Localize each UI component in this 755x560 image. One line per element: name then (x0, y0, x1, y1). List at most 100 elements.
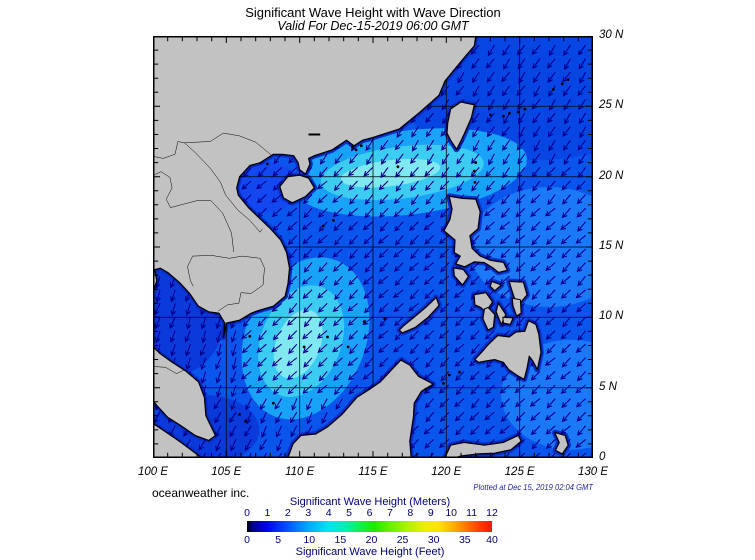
y-axis-label: 0 (599, 451, 606, 463)
land-borneo (287, 359, 434, 459)
land-mainland-asia (152, 35, 477, 441)
legend-meters-tick: 1 (264, 507, 271, 519)
islet (271, 401, 275, 405)
legend-meters-tick: 7 (386, 507, 393, 519)
y-axis-label: 30 N (599, 29, 624, 41)
islet (458, 370, 461, 374)
legend-feet-tick: 40 (486, 534, 498, 546)
legend-feet-ticks: 0 5 10 15 20 25 30 35 40 (244, 534, 498, 547)
legend-meters-tick: 4 (325, 507, 332, 519)
legend-meters-tick: 11 (466, 507, 478, 519)
land-hainan (279, 174, 315, 204)
islet (351, 145, 354, 149)
islet (560, 82, 564, 86)
valid-time-subtitle: Valid For Dec-15-2019 06:00 GMT (277, 19, 469, 33)
legend-meters-tick: 5 (346, 507, 353, 519)
x-axis-label: 100 E (137, 466, 169, 478)
islet (523, 107, 527, 111)
islet (248, 334, 252, 338)
land-leyte (511, 297, 522, 317)
islet (326, 335, 329, 339)
islet (359, 144, 363, 148)
legend-feet-tick: 30 (427, 534, 440, 546)
islet (474, 161, 478, 164)
y-axis-label: 15 N (599, 240, 624, 252)
islet (566, 78, 570, 81)
islet (362, 320, 366, 323)
legend-feet-tick: 15 (334, 534, 347, 546)
map-area (128, 10, 675, 466)
islet (552, 88, 555, 91)
legend-meters-tick: 0 (244, 507, 250, 519)
plotted-timestamp: Plotted at Dec 15, 2019 02:04 GMT (473, 483, 593, 492)
y-axis-label: 25 N (599, 99, 624, 112)
wave-height-patch (273, 309, 323, 379)
page-title: Significant Wave Height with Wave Direct… (245, 5, 501, 20)
x-axis-labels: 100 E 105 E 110 E 115 E 120 E 125 E 130 E (138, 466, 608, 482)
wave-height-patch (340, 158, 441, 188)
legend-meters-tick: 6 (366, 507, 373, 519)
legend-meters-tick: 10 (445, 507, 458, 519)
islet (396, 165, 400, 169)
islet (244, 420, 247, 423)
legend-feet-tick: 20 (365, 534, 378, 546)
x-axis-label: 110 E (285, 466, 315, 478)
x-axis-label: 125 E (504, 466, 535, 478)
islet (354, 148, 358, 152)
y-axis-label: 5 N (599, 380, 617, 393)
islet (346, 345, 350, 349)
x-axis-label: 105 E (211, 466, 242, 478)
legend-feet-tick: 35 (458, 534, 471, 546)
y-axis-labels: 30 N 25 N 20 N 15 N 10 N 5 N 0 (599, 29, 643, 466)
islet (508, 112, 511, 115)
legend-feet-tick: 5 (275, 534, 282, 546)
islet (266, 162, 269, 166)
land-halmahera (554, 432, 569, 455)
legend-title-meters: Significant Wave Height (Meters) (289, 496, 451, 508)
inland-water (308, 133, 321, 136)
legend-feet-tick: 25 (396, 534, 409, 546)
legend-meters-tick: 12 (486, 507, 498, 519)
x-axis-label: 130 E (577, 466, 609, 478)
y-axis-label: 20 N (599, 169, 624, 182)
islet (516, 110, 520, 114)
islet (472, 169, 476, 173)
land-bohol (502, 316, 514, 325)
oceanweather-credit: oceanweather inc. (152, 486, 250, 500)
land-luzon (443, 195, 508, 273)
landmasses (152, 35, 570, 459)
islet (424, 387, 428, 391)
islet (302, 345, 306, 349)
islet (473, 180, 477, 184)
legend-meters-tick: 9 (427, 507, 434, 519)
islet (488, 113, 492, 117)
legend-meters-tick: 3 (305, 507, 312, 519)
legend-feet-tick: 10 (303, 534, 316, 546)
legend-meters-tick: 8 (407, 507, 414, 519)
islet (442, 382, 445, 385)
land-masbate (489, 281, 502, 292)
x-axis-label: 115 E (358, 466, 388, 478)
x-axis-label: 120 E (431, 466, 462, 478)
land-negros (482, 307, 496, 331)
islet (321, 224, 325, 228)
islet (447, 373, 451, 377)
land-mindanao (474, 320, 542, 380)
land-taiwan (446, 101, 475, 150)
wave-map (128, 10, 675, 466)
country-borders (152, 132, 272, 374)
legend-meters-ticks: 0 1 2 3 4 5 6 7 8 9 10 11 12 (244, 507, 498, 520)
legend-meters-tick: 2 (284, 507, 291, 519)
land-mindoro (453, 267, 469, 286)
legend-feet-tick: 0 (244, 534, 250, 546)
islet (238, 413, 241, 416)
islet (502, 114, 505, 118)
map-frame (153, 36, 593, 458)
legend-colorbar (247, 521, 492, 532)
islet (383, 317, 387, 321)
islet (332, 218, 335, 222)
y-axis-label: 10 N (599, 310, 624, 323)
land-palawan (398, 297, 440, 334)
legend-title-feet: Significant Wave Height (Feet) (295, 546, 445, 558)
